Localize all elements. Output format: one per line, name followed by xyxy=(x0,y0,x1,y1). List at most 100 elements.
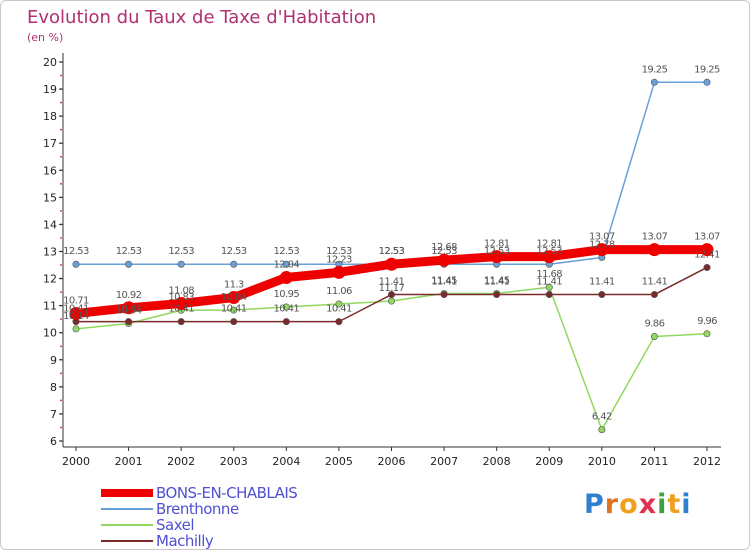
y-minor-dot xyxy=(60,237,62,239)
data-point xyxy=(125,260,133,268)
y-tick-label: 15 xyxy=(43,191,57,204)
data-point xyxy=(72,325,80,333)
data-point xyxy=(72,260,80,268)
y-tick-label: 19 xyxy=(43,83,57,96)
x-tick-label: 2006 xyxy=(378,455,406,468)
logo-letter: t xyxy=(667,489,682,520)
y-minor-dot xyxy=(60,318,62,321)
data-point xyxy=(700,243,714,257)
data-point xyxy=(437,253,451,267)
data-point xyxy=(703,330,711,338)
data-point xyxy=(279,270,293,284)
series-layer xyxy=(69,78,714,434)
data-point xyxy=(282,303,290,311)
logo-letter: i xyxy=(681,489,692,520)
data-label: 13.07 xyxy=(589,232,615,243)
data-label: 19.25 xyxy=(642,64,668,75)
data-point xyxy=(335,300,343,308)
data-label: 11.17 xyxy=(379,283,405,294)
x-tick-label: 2007 xyxy=(430,455,458,468)
x-tick-label: 2009 xyxy=(535,455,563,468)
y-tick-label: 11 xyxy=(43,300,57,313)
data-label: 12.53 xyxy=(274,246,300,257)
y-tick-label: 18 xyxy=(43,110,57,123)
y-tick-label: 14 xyxy=(43,218,57,231)
data-point xyxy=(230,260,238,268)
data-point xyxy=(440,291,448,299)
data-label: 13.07 xyxy=(642,232,668,243)
data-label: 12.53 xyxy=(379,246,405,257)
legend-label: BONS-EN-CHABLAIS xyxy=(156,484,298,502)
data-label: 11.41 xyxy=(642,277,668,288)
data-point xyxy=(598,426,606,434)
data-point xyxy=(227,291,241,305)
data-label: 12.53 xyxy=(221,246,247,257)
data-point xyxy=(177,260,185,268)
data-label: 11.08 xyxy=(168,285,194,296)
data-point xyxy=(490,250,504,264)
data-label: 12.53 xyxy=(63,246,89,257)
data-label: 12.81 xyxy=(484,239,510,250)
data-label: 12.53 xyxy=(116,246,142,257)
data-point xyxy=(174,296,188,310)
data-point xyxy=(69,306,83,320)
chart-title: Evolution du Taux de Taxe d'Habitation xyxy=(27,7,377,28)
legend-swatch xyxy=(101,508,153,510)
data-label: 10.84 xyxy=(221,292,247,303)
data-label: 12.68 xyxy=(431,242,457,253)
data-label: 12.53 xyxy=(484,246,510,257)
data-point xyxy=(387,291,395,299)
data-label: 11.41 xyxy=(431,277,457,288)
logo-letter: i xyxy=(657,489,668,520)
data-point xyxy=(387,297,395,305)
logo-letter: o xyxy=(619,489,639,520)
data-label: 10.41 xyxy=(116,304,142,315)
y-tick-label: 17 xyxy=(43,137,57,150)
data-point xyxy=(122,301,136,315)
y-tick-label: 16 xyxy=(43,164,57,177)
x-tick-label: 2011 xyxy=(640,455,668,468)
data-point xyxy=(542,250,556,264)
x-tick-label: 2008 xyxy=(483,455,511,468)
data-point xyxy=(177,318,185,326)
y-tick-label: 8 xyxy=(50,381,57,394)
legend-item: Saxel xyxy=(101,516,297,534)
legend-label: Saxel xyxy=(156,516,195,534)
y-minor-dot xyxy=(60,426,62,429)
data-point xyxy=(335,318,343,326)
data-label: 10.41 xyxy=(168,304,194,315)
y-minor-dot xyxy=(60,264,62,266)
y-minor-dot xyxy=(60,182,62,185)
y-tick-label: 10 xyxy=(43,327,57,340)
data-point xyxy=(230,318,238,326)
legend-item: Brenthonne xyxy=(101,500,297,518)
y-minor-dot xyxy=(60,291,62,294)
data-label: 9.96 xyxy=(697,316,717,327)
y-minor-dot xyxy=(60,209,62,212)
x-tick-label: 2004 xyxy=(272,455,300,468)
data-point xyxy=(650,291,658,299)
data-label: 12.53 xyxy=(326,246,352,257)
data-label: 10.34 xyxy=(116,306,142,317)
y-minor-dot xyxy=(60,74,62,77)
data-point xyxy=(282,318,290,326)
y-minor-dot xyxy=(60,345,62,348)
data-label: 10.83 xyxy=(168,292,194,303)
y-tick-label: 20 xyxy=(43,56,57,69)
data-label: 12.04 xyxy=(274,259,300,270)
x-tick-label: 2012 xyxy=(693,455,721,468)
data-label: 11.41 xyxy=(379,277,405,288)
chart-subtitle: (en %) xyxy=(27,31,64,44)
data-label: 10.14 xyxy=(63,311,89,322)
y-tick-label: 6 xyxy=(50,435,57,448)
chart-legend: BONS-EN-CHABLAIS Brenthonne Saxel Machilly xyxy=(101,484,298,550)
data-label: 12.53 xyxy=(431,246,457,257)
line-chart: 6 7 8 9 10 11 12 13 14 15 16 17 18 19 20 2000 2001 2002 20… xyxy=(43,53,721,468)
data-label: 6.42 xyxy=(592,412,612,423)
data-point xyxy=(230,306,238,314)
data-point xyxy=(703,263,711,271)
legend-swatch xyxy=(101,540,153,542)
data-label: 12.23 xyxy=(326,254,352,265)
x-tick-label: 2001 xyxy=(115,455,143,468)
